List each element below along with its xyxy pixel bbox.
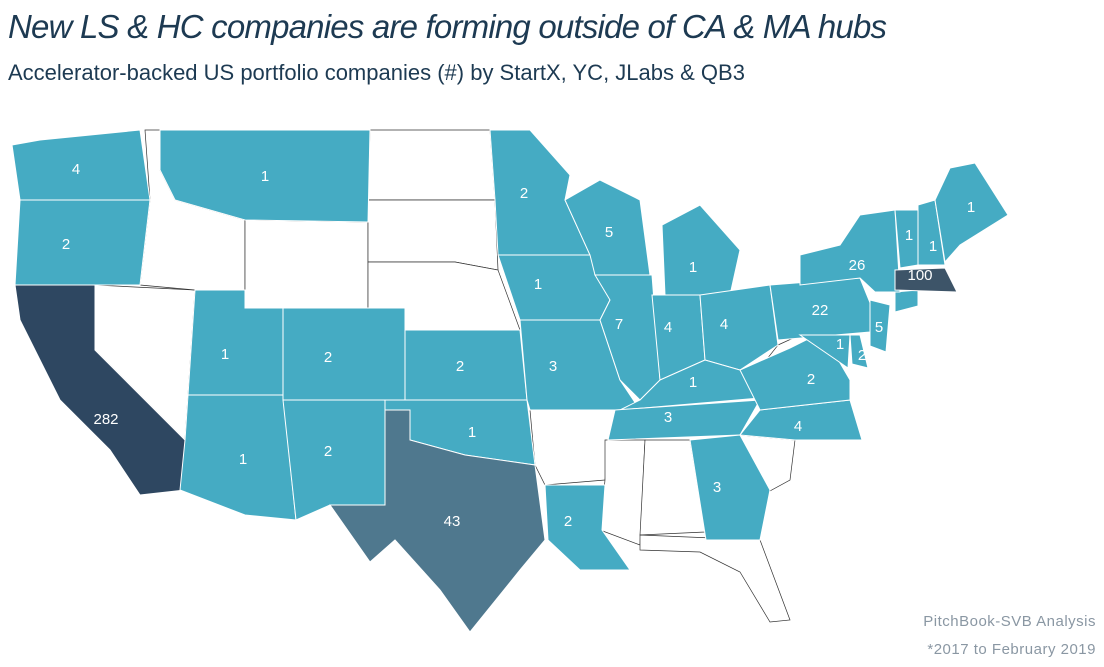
empty-state xyxy=(367,129,496,201)
state-value-label: 2 xyxy=(564,513,572,530)
empty-state xyxy=(639,534,791,623)
state xyxy=(14,199,151,286)
empty-state xyxy=(529,409,616,486)
state-value-label: 2 xyxy=(456,358,464,375)
state xyxy=(798,334,851,369)
state-value-label: 1 xyxy=(534,276,542,293)
state-value-label: 4 xyxy=(664,319,672,336)
state-value-label: 1 xyxy=(836,336,844,353)
state xyxy=(404,329,528,401)
empty-state xyxy=(244,219,369,309)
state-value-label: 2 xyxy=(858,347,866,364)
state-value-label: 2 xyxy=(324,349,332,366)
state xyxy=(739,331,851,411)
state xyxy=(14,284,186,496)
state-value-label: 100 xyxy=(907,267,932,284)
state-value-label: 3 xyxy=(713,479,721,496)
state-value-label: 5 xyxy=(875,319,883,336)
note: *2017 to February 2019 xyxy=(927,641,1096,658)
state-value-label: 2 xyxy=(62,236,70,253)
state-value-label: 22 xyxy=(812,302,829,319)
state-value-label: 2 xyxy=(324,443,332,460)
empty-state xyxy=(599,439,646,546)
map xyxy=(11,129,1009,633)
state-value-label: 1 xyxy=(221,346,229,363)
source: PitchBook-SVB Analysis xyxy=(923,613,1096,630)
state xyxy=(869,299,891,353)
state xyxy=(159,129,371,223)
state-value-label: 1 xyxy=(689,374,697,391)
small-state xyxy=(894,289,919,313)
state xyxy=(11,129,151,201)
state-value-label: 4 xyxy=(720,316,728,333)
state-value-label: 2 xyxy=(807,371,815,388)
state-value-label: 1 xyxy=(967,199,975,216)
state xyxy=(894,267,958,293)
state xyxy=(699,284,779,371)
state-value-label: 43 xyxy=(444,513,461,530)
state-value-label: 4 xyxy=(72,161,80,178)
state-value-label: 1 xyxy=(929,238,937,255)
state xyxy=(282,307,406,401)
subtitle: Accelerator-backed US portfolio companie… xyxy=(8,60,745,85)
state-value-label: 1 xyxy=(468,424,476,441)
state xyxy=(849,334,869,369)
state-value-label: 2 xyxy=(520,185,528,202)
empty-state xyxy=(367,199,499,271)
state-value-label: 1 xyxy=(905,227,913,244)
state-value-label: 1 xyxy=(689,259,697,276)
state xyxy=(799,209,901,293)
state-value-label: 26 xyxy=(849,257,866,274)
state xyxy=(594,274,661,401)
state xyxy=(661,204,741,296)
state-value-label: 5 xyxy=(605,224,613,241)
state-value-label: 7 xyxy=(615,316,623,333)
state xyxy=(689,434,771,541)
state-value-label: 282 xyxy=(93,411,118,428)
state xyxy=(282,399,386,521)
state-value-label: 4 xyxy=(794,418,802,435)
state-value-label: 3 xyxy=(664,409,672,426)
state xyxy=(544,484,631,571)
state xyxy=(934,162,1009,264)
state-value-label: 3 xyxy=(549,358,557,375)
state xyxy=(329,409,546,633)
state xyxy=(489,129,591,256)
state-value-label: 1 xyxy=(261,168,269,185)
state xyxy=(917,199,946,266)
title: New LS & HC companies are forming outsid… xyxy=(8,8,886,45)
state-value-label: 1 xyxy=(239,451,247,468)
